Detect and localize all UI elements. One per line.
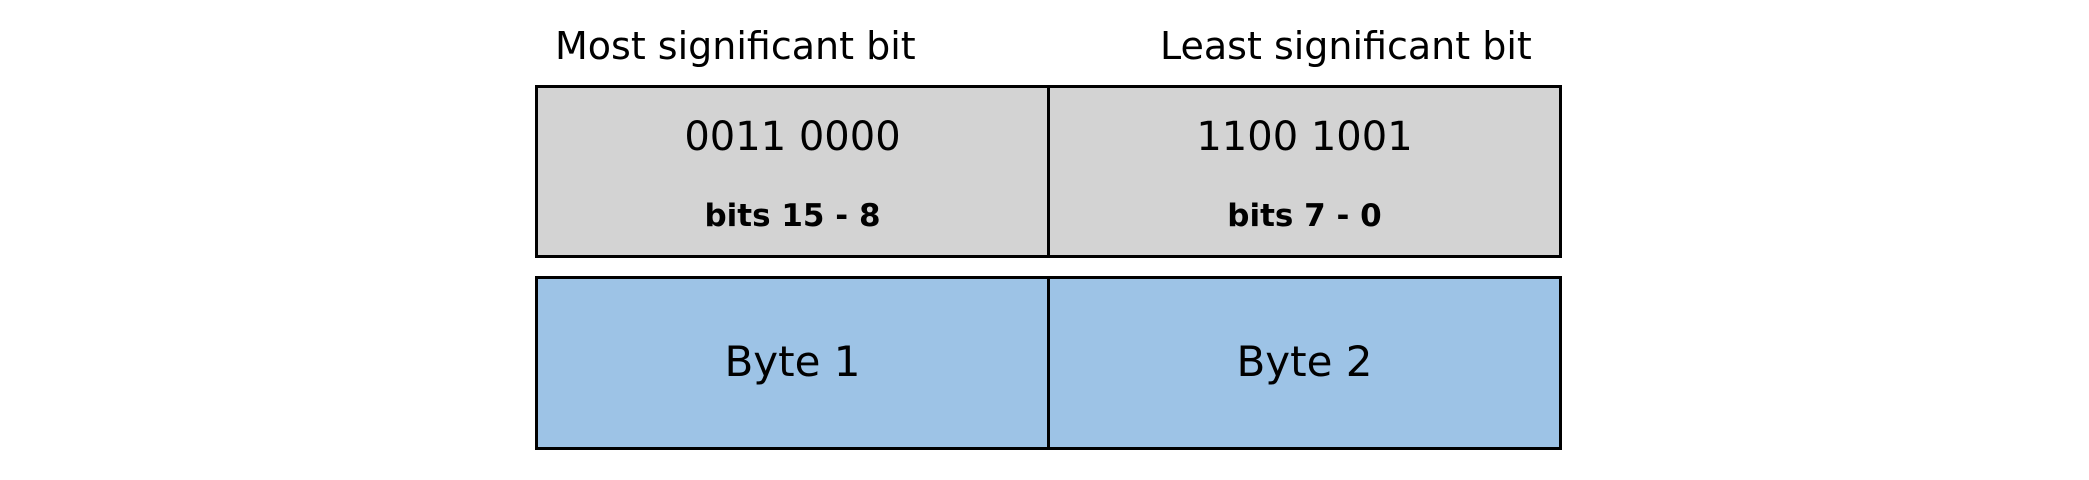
bits-cell-high: 0011 0000 bits 15 - 8 <box>538 88 1047 255</box>
byte-cell-2: Byte 2 <box>1047 279 1559 447</box>
bits-cell-low: 1100 1001 bits 7 - 0 <box>1047 88 1559 255</box>
byte-cell-1: Byte 1 <box>538 279 1047 447</box>
bits-value: 0011 0000 <box>684 114 901 160</box>
bytes-row: Byte 1 Byte 2 <box>535 276 1562 450</box>
msb-label: Most significant bit <box>555 24 916 68</box>
byte-label: Byte 2 <box>1236 337 1373 386</box>
byte-label: Byte 1 <box>724 337 861 386</box>
lsb-label: Least significant bit <box>1160 24 1532 68</box>
bits-row: 0011 0000 bits 15 - 8 1100 1001 bits 7 -… <box>535 85 1562 258</box>
bits-range: bits 15 - 8 <box>704 198 881 234</box>
bits-value: 1100 1001 <box>1196 114 1413 160</box>
bits-range: bits 7 - 0 <box>1227 198 1382 234</box>
